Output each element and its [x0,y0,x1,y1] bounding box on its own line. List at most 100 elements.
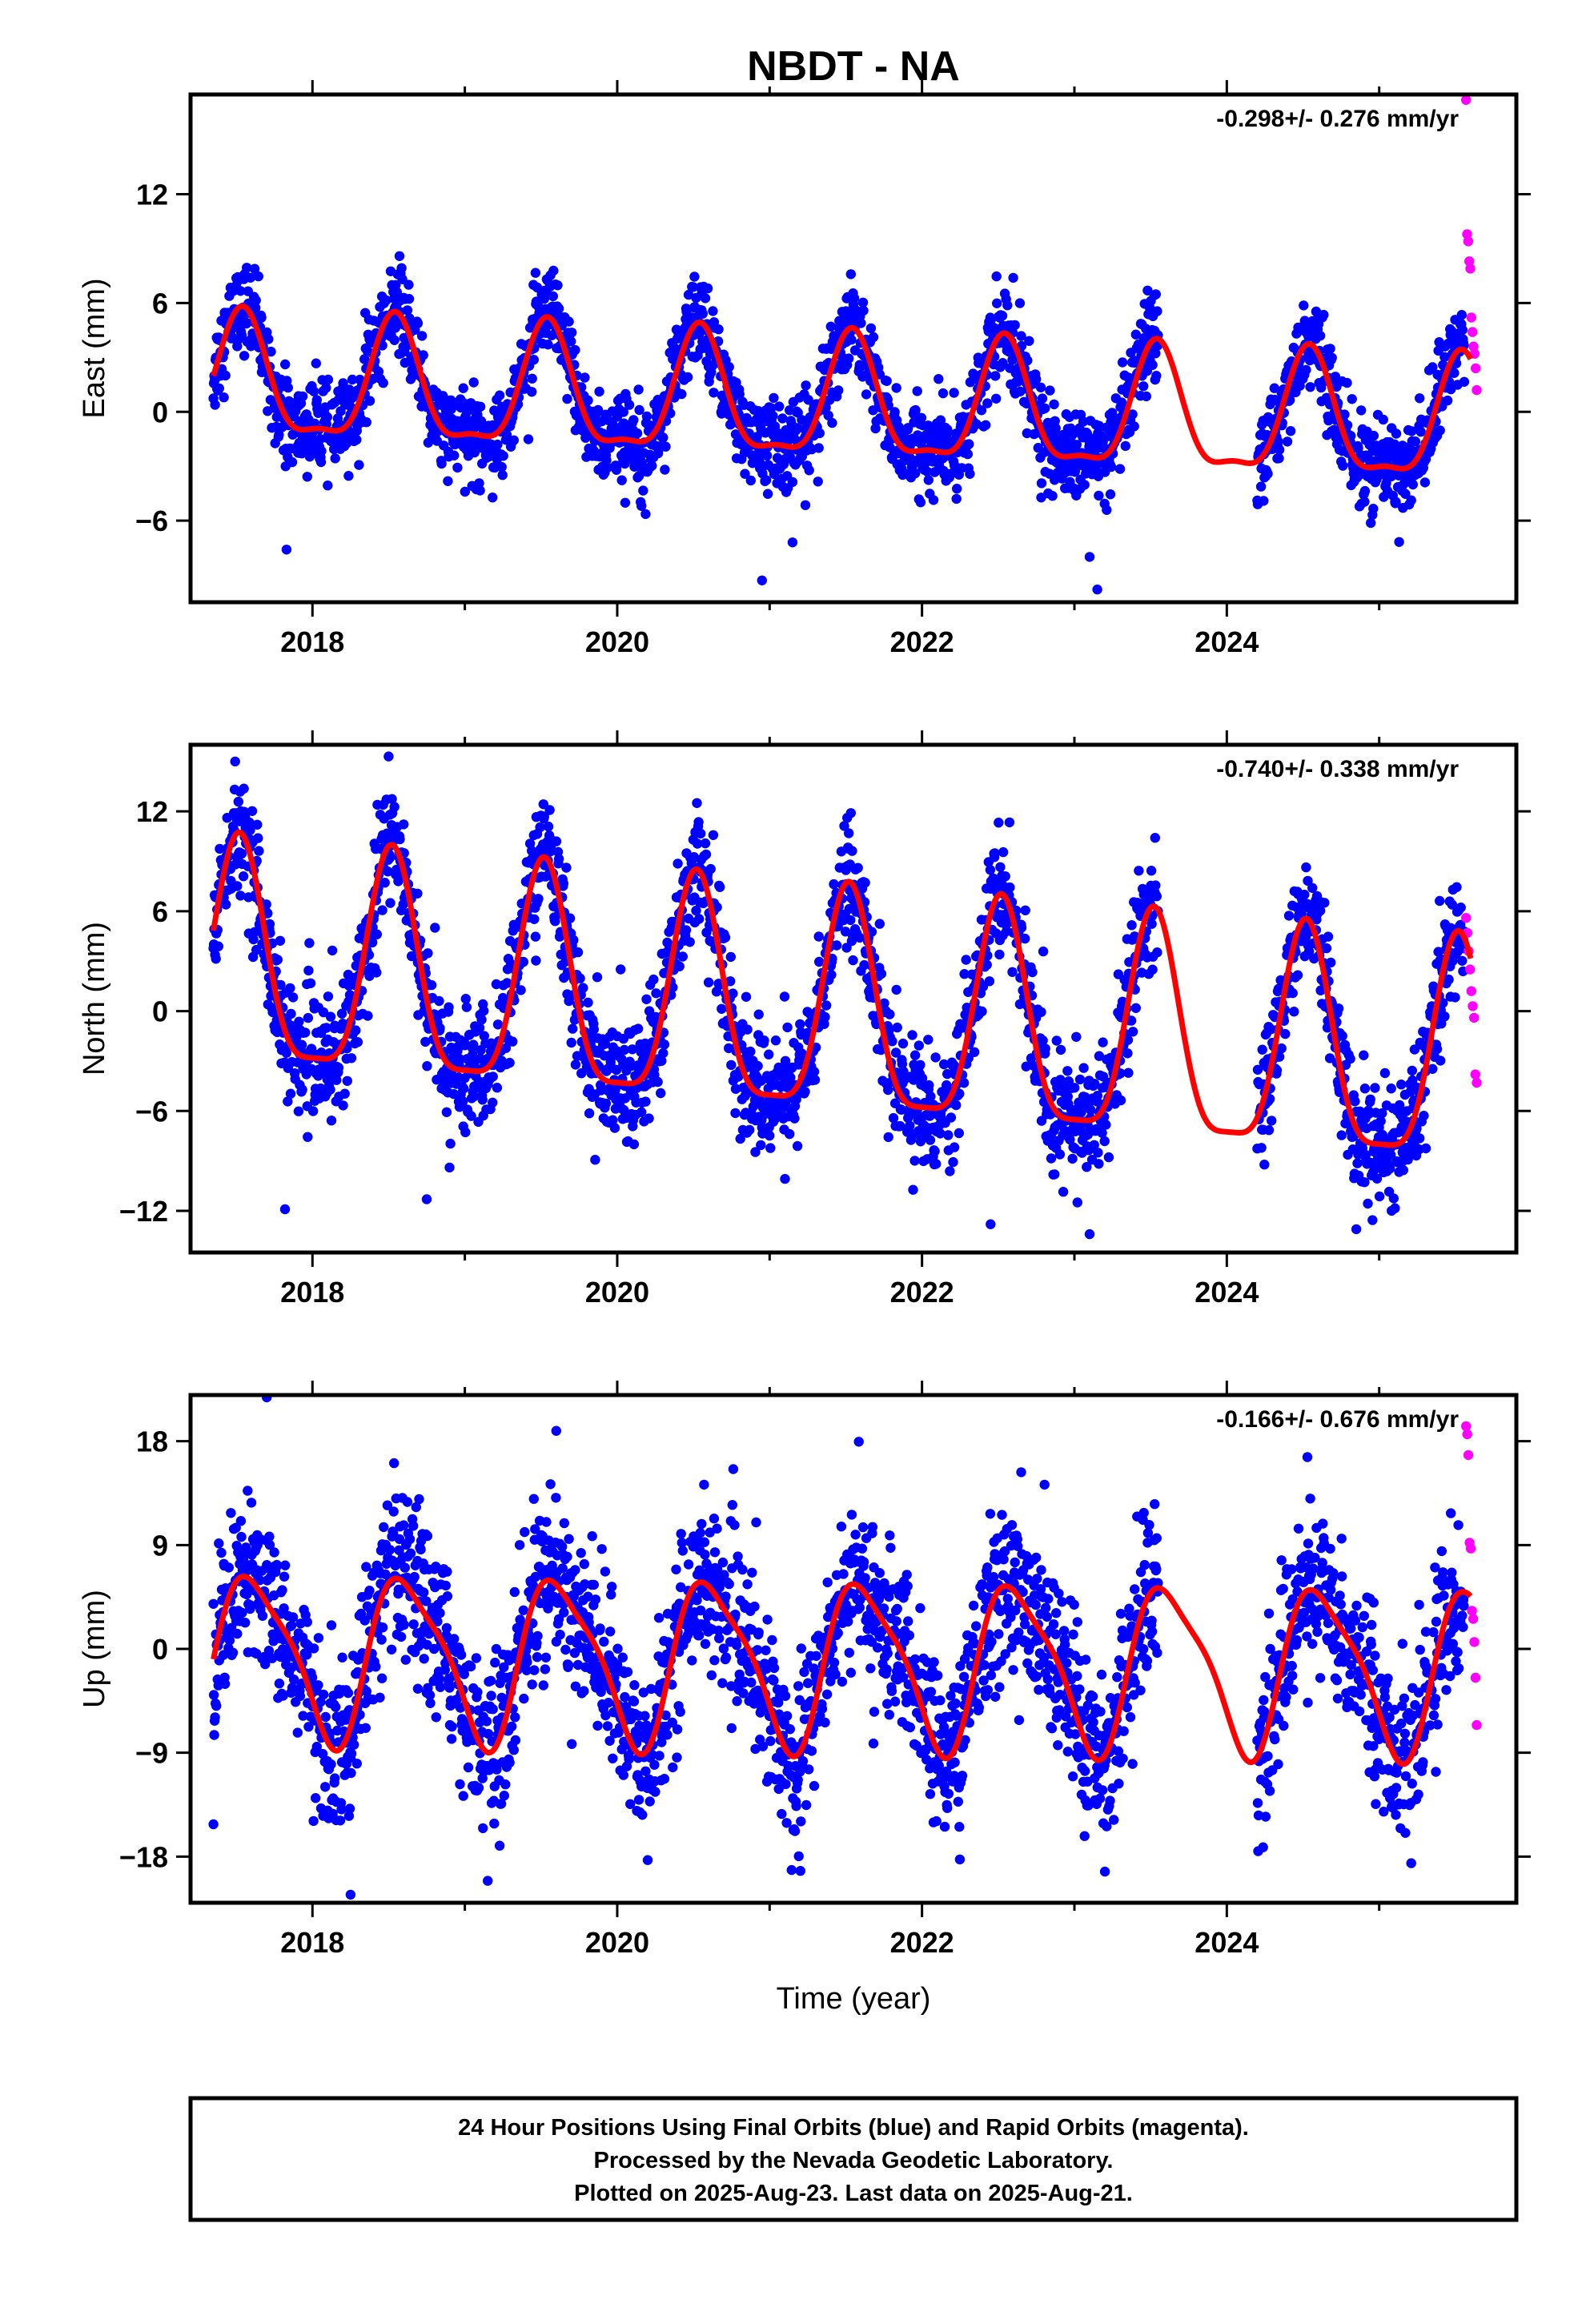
final-point [400,357,410,368]
final-point [608,1115,618,1125]
final-point [612,460,622,471]
final-point [244,817,255,828]
final-point [874,919,885,929]
final-point [741,991,752,1003]
final-point [853,862,863,873]
final-point [527,387,537,397]
final-point [551,836,562,846]
final-point [530,931,541,942]
final-point [845,808,857,818]
final-point [479,1031,489,1041]
final-point [275,935,286,947]
final-point [609,1123,620,1133]
final-point [1439,352,1450,362]
final-point [1337,1031,1347,1041]
final-point [558,878,568,889]
final-point [297,391,308,402]
final-point [688,282,699,292]
final-point [839,821,849,831]
final-point [1368,504,1379,514]
final-point [588,1024,599,1035]
final-point [1264,1094,1275,1104]
final-point [387,794,397,804]
plot-area [208,94,1482,595]
final-point [774,401,785,412]
final-point [1339,409,1350,420]
final-point [803,395,813,405]
final-point [1452,882,1462,892]
final-point [564,316,574,327]
final-point [656,1088,666,1099]
final-point [213,941,223,951]
final-point [1407,479,1419,490]
final-point [308,386,319,396]
final-point [691,905,701,916]
final-point [1282,436,1293,447]
final-point [338,378,348,388]
final-point [530,267,541,278]
final-point [406,951,417,962]
final-point [281,545,292,555]
final-point [1106,408,1118,418]
final-point [677,951,688,962]
final-point [935,415,946,425]
final-point [931,1159,942,1169]
final-point [1078,1063,1089,1073]
final-point [1008,272,1018,283]
x-tick-label: 2020 [585,625,649,658]
final-point [935,1128,946,1139]
final-point [876,968,887,979]
final-point [700,293,711,304]
final-point [757,575,767,585]
final-point [416,331,428,341]
final-point [1120,440,1131,452]
final-point [1259,1160,1270,1170]
final-point [720,932,731,943]
final-point [1259,496,1269,506]
final-point [211,954,221,964]
final-point [383,751,394,762]
final-point [359,354,370,364]
final-point [1094,1159,1104,1169]
final-point [961,955,971,965]
final-point [703,977,714,987]
final-point [1301,364,1311,376]
final-point [330,453,340,464]
final-point [908,1184,918,1195]
final-point [402,305,413,316]
final-point [527,846,537,856]
final-point [476,1015,487,1025]
final-point [730,1108,741,1119]
final-point [658,432,669,443]
final-point [913,1040,925,1051]
final-point [826,970,837,980]
final-point [323,991,334,1002]
final-point [912,386,922,396]
final-point [1071,440,1082,450]
final-point [868,332,879,343]
final-point [297,1084,307,1095]
final-point [641,994,652,1005]
final-point [1150,833,1161,843]
final-point [658,1047,669,1059]
x-tick-label: 2018 [280,625,344,658]
rapid-point [1468,1001,1478,1011]
final-point [683,289,694,300]
final-point [502,978,512,988]
final-point [444,1002,454,1012]
final-point [562,393,572,404]
final-point [765,1130,775,1141]
final-point [982,959,992,970]
final-point [785,1072,796,1083]
final-point [765,1143,776,1153]
final-point [1004,817,1015,828]
final-point [412,318,424,328]
final-point [713,324,724,335]
final-point [740,468,750,479]
final-point [445,1138,456,1149]
final-point [1151,891,1162,902]
final-point [1072,1197,1083,1208]
final-point [236,330,247,340]
final-point [1319,898,1330,908]
final-point [782,1022,793,1033]
